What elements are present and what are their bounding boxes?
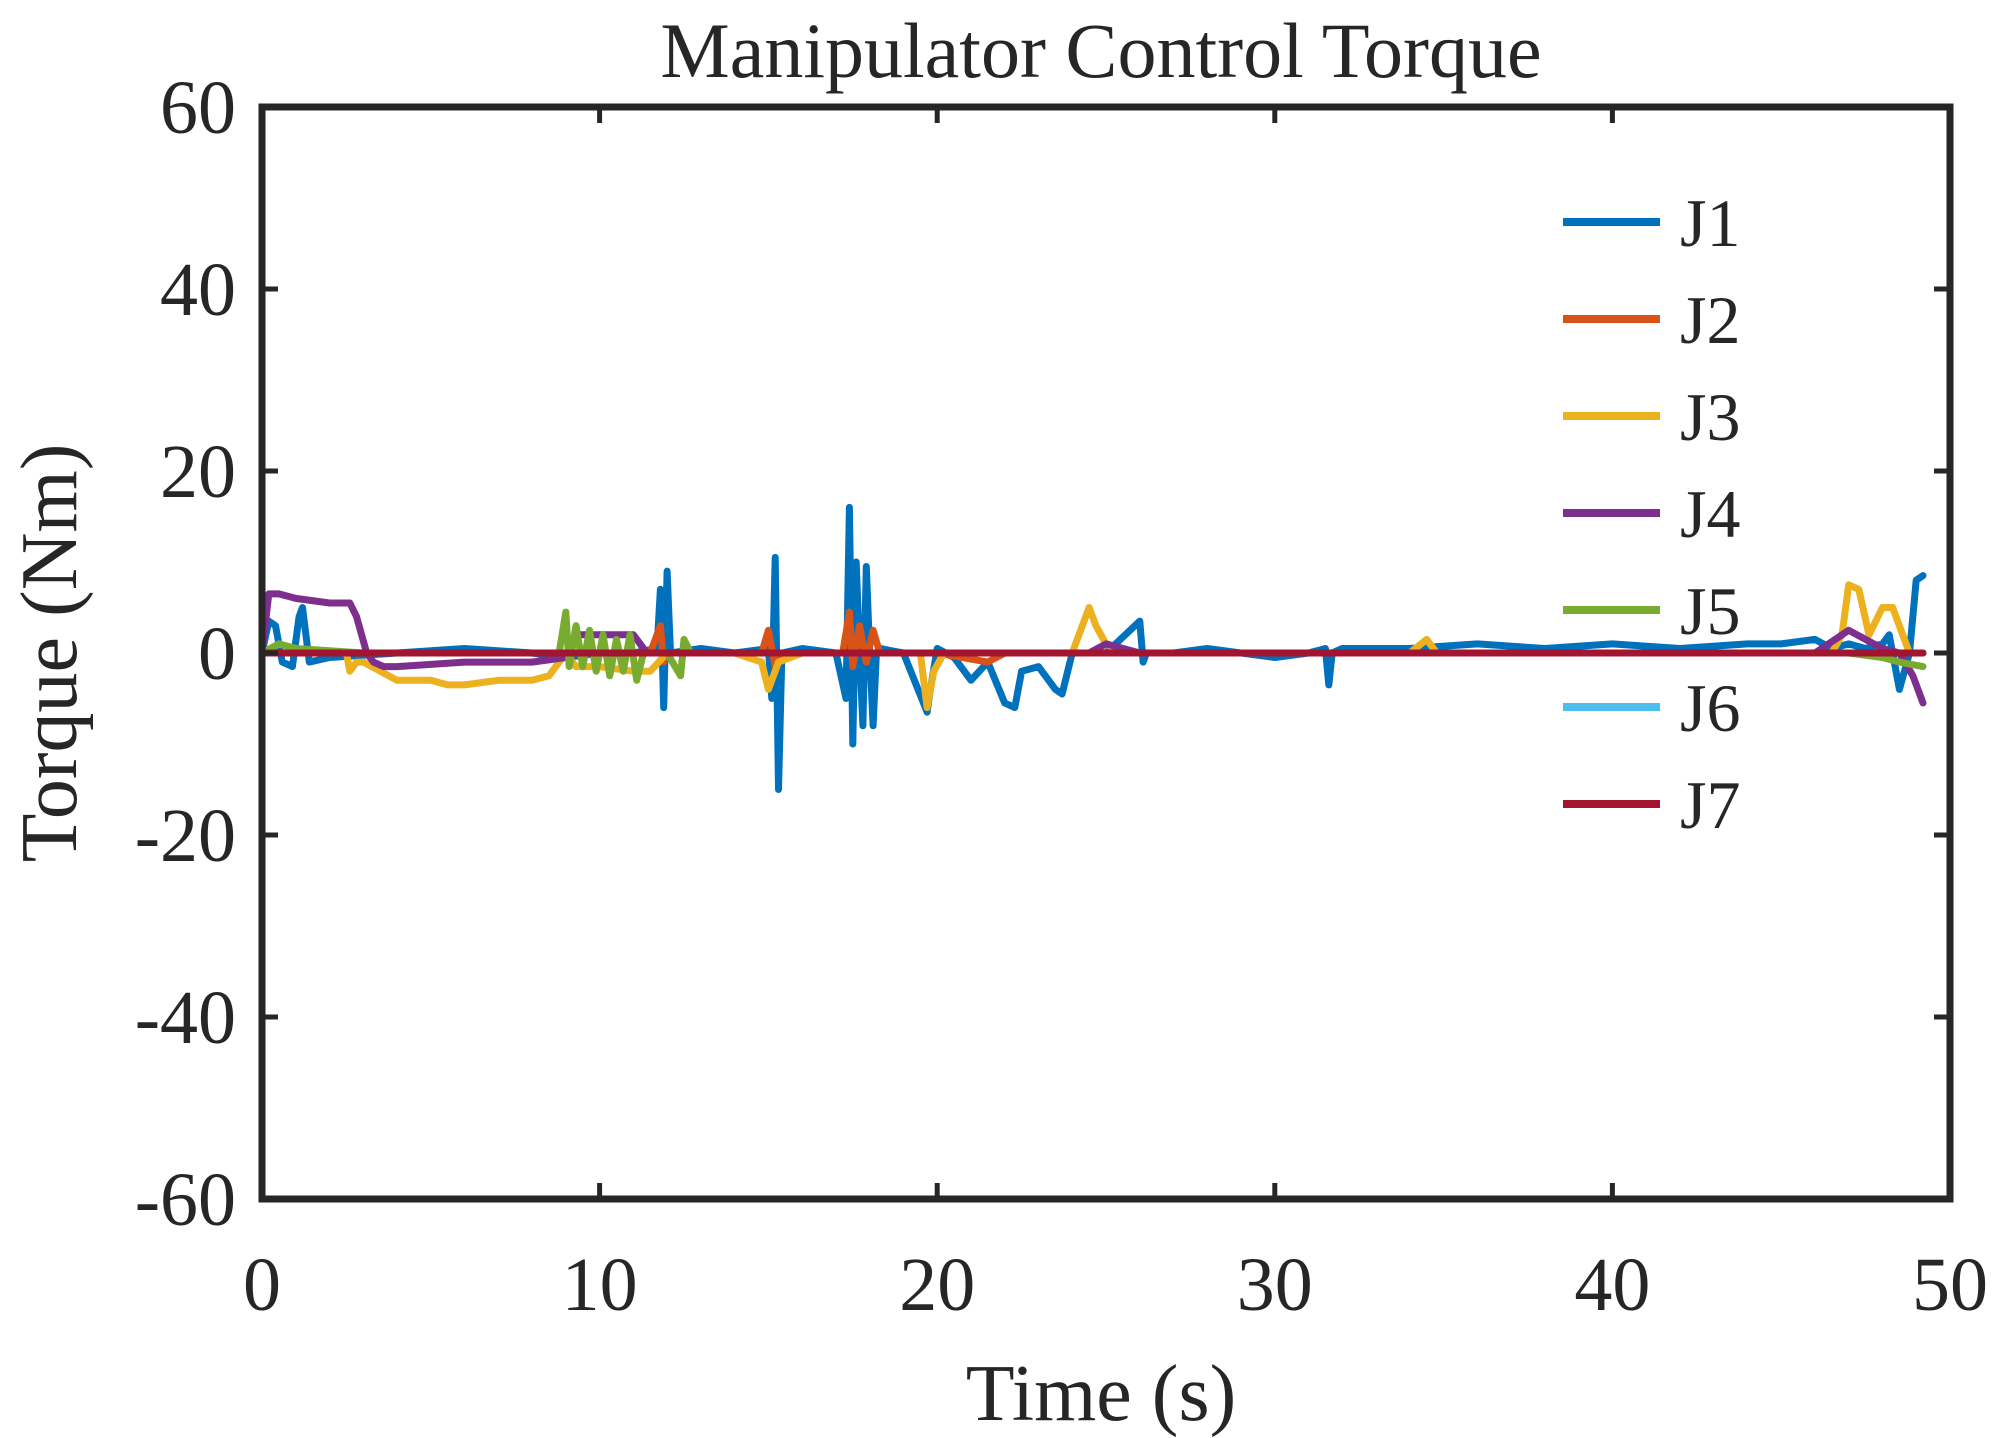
y-tick-label: 20	[160, 430, 236, 514]
tick-layer: 0 10 20 30 40 50 -60 -40 -20 0 20 40 60	[135, 66, 1988, 1327]
x-tick-label: 20	[899, 1243, 975, 1327]
y-tick-label: -20	[135, 794, 236, 878]
x-axis-label: Time (s)	[966, 1350, 1236, 1438]
x-tick-label: 10	[562, 1243, 638, 1327]
x-tick-label: 50	[1912, 1243, 1988, 1327]
y-tick-label: 0	[198, 612, 236, 696]
plot-frame	[258, 103, 1954, 1203]
legend-label-j4: J4	[1680, 476, 1740, 552]
x-tick-label: 30	[1237, 1243, 1313, 1327]
chart-title: Manipulator Control Torque	[660, 7, 1541, 94]
x-tick-label: 40	[1574, 1243, 1650, 1327]
y-tick-label: 60	[160, 66, 236, 150]
legend-label-j3: J3	[1680, 379, 1740, 455]
legend-label-j1: J1	[1680, 185, 1740, 261]
y-tick-label: -40	[135, 976, 236, 1060]
series-line-j4	[262, 590, 1927, 707]
y-axis-label: Torque (Nm)	[6, 444, 94, 863]
legend-label-j6: J6	[1680, 670, 1740, 746]
legend-label-j7: J7	[1680, 767, 1740, 843]
series-layer	[262, 503, 1927, 793]
legend-label-j5: J5	[1680, 573, 1740, 649]
legend: J1 J2 J3 J4 J5 J6 J7	[1563, 185, 1740, 843]
y-tick-label: 40	[160, 248, 236, 332]
legend-label-j2: J2	[1680, 282, 1740, 358]
x-tick-label: 0	[243, 1243, 281, 1327]
y-tick-label: -60	[135, 1158, 236, 1242]
